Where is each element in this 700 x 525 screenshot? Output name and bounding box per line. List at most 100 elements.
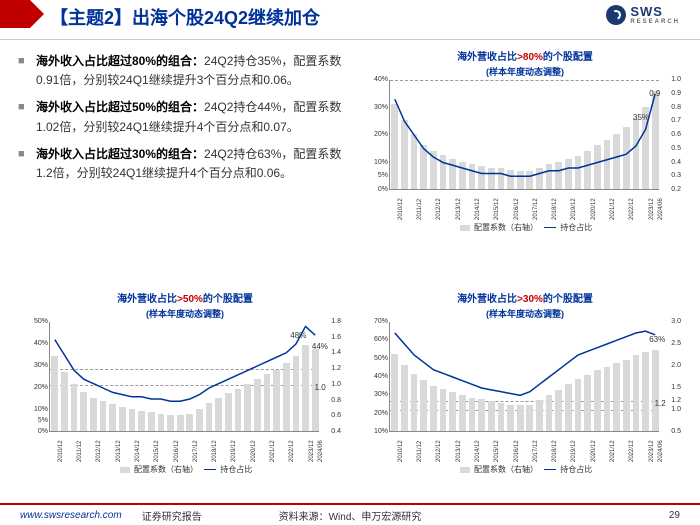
- chart-bar: [411, 374, 418, 431]
- chart-bar: [469, 398, 476, 431]
- chart-bar: [459, 162, 466, 190]
- chart-bar: [594, 145, 601, 189]
- chart-bar: [61, 372, 68, 431]
- chart-bar: [264, 374, 271, 431]
- y-left-tick: 30%: [366, 391, 388, 398]
- chart-bar: [555, 162, 562, 190]
- y-left-tick: 40%: [366, 76, 388, 83]
- y-left-tick: 10%: [26, 406, 48, 413]
- chart-bar: [488, 168, 495, 189]
- y-right-tick: 1.4: [331, 349, 341, 356]
- x-tick: 2013/12: [456, 198, 462, 220]
- y-left-tick: 30%: [26, 362, 48, 369]
- y-right-tick: 3.0: [671, 318, 681, 325]
- chart-bar: [273, 370, 280, 431]
- chart-bar: [536, 400, 543, 431]
- chart-bar: [186, 414, 193, 431]
- chart-annotation: 1.0: [315, 383, 326, 392]
- chart-bar: [401, 120, 408, 189]
- chart-annotation: 0.9: [649, 89, 660, 98]
- chart-bar: [613, 363, 620, 431]
- x-tick: 2012/12: [96, 440, 102, 462]
- chart-bar: [440, 389, 447, 431]
- chart-bar: [584, 151, 591, 190]
- chart-bar: [642, 352, 649, 431]
- x-tick: 2024/06: [658, 198, 664, 220]
- chart-bar: [478, 399, 485, 431]
- chart-50pct: 海外营收占比>50%的个股配置(样本年度动态调整)50%40%30%20%10%…: [25, 290, 345, 475]
- y-right-tick: 1.0: [331, 381, 341, 388]
- y-left-tick: 20%: [26, 384, 48, 391]
- chart-bar: [623, 127, 630, 189]
- x-tick: 2014/12: [135, 440, 141, 462]
- chart-annotation: 1.2: [655, 399, 666, 408]
- y-right-tick: 2.0: [671, 362, 681, 369]
- x-tick: 2015/12: [494, 440, 500, 462]
- x-tick: 2024/06: [658, 440, 664, 462]
- chart-bar: [565, 159, 572, 189]
- chart-subtitle: (样本年度动态调整): [365, 307, 685, 320]
- y-right-tick: 1.6: [331, 334, 341, 341]
- legend-bar-swatch: [120, 467, 130, 473]
- x-tick: 2018/12: [212, 440, 218, 462]
- y-right-tick: 0.8: [331, 397, 341, 404]
- chart-bar: [119, 407, 126, 431]
- x-tick: 2012/12: [436, 440, 442, 462]
- x-tick: 2015/12: [154, 440, 160, 462]
- y-right-tick: 1.2: [331, 365, 341, 372]
- gridline: [390, 80, 659, 81]
- chart-bar: [167, 415, 174, 431]
- legend-line-swatch: [544, 469, 556, 470]
- logo-subtext: RESEARCH: [630, 19, 680, 25]
- chart-bar: [507, 170, 514, 189]
- x-tick: 2012/12: [436, 198, 442, 220]
- chart-bar: [391, 354, 398, 431]
- chart-bar: [613, 134, 620, 189]
- chart-bar: [109, 404, 116, 431]
- chart-bar: [420, 145, 427, 189]
- y-right-tick: 0.5: [671, 428, 681, 435]
- y-right-tick: 0.4: [671, 159, 681, 166]
- chart-bar: [129, 409, 136, 431]
- y-left-tick: 0%: [26, 428, 48, 435]
- x-tick: 2015/12: [494, 198, 500, 220]
- chart-bar: [80, 392, 87, 431]
- chart-annotation: 35%: [633, 113, 649, 122]
- chart-bar: [100, 401, 107, 431]
- chart-bar: [449, 159, 456, 189]
- chart-bar: [254, 379, 261, 431]
- bullet-50pct: 海外收入占比超过50%的组合：24Q2持仓44%，配置系数1.02倍，分别较24…: [18, 98, 348, 136]
- chart-bar: [498, 168, 505, 189]
- y-right-tick: 1.5: [671, 384, 681, 391]
- chart-bar: [51, 356, 58, 431]
- y-left-tick: 10%: [366, 159, 388, 166]
- x-tick: 2014/12: [475, 440, 481, 462]
- chart-subtitle: (样本年度动态调整): [365, 65, 685, 78]
- x-tick: 2018/12: [552, 198, 558, 220]
- y-left-tick: 40%: [366, 373, 388, 380]
- y-left-tick: 60%: [366, 336, 388, 343]
- chart-bar: [575, 379, 582, 431]
- sws-logo: SWS RESEARCH: [606, 4, 680, 25]
- chart-title: 海外营收占比>50%的个股配置: [25, 290, 345, 305]
- bullet-80pct: 海外收入占比超过80%的组合：24Q2持仓35%，配置系数0.91倍，分别较24…: [18, 52, 348, 90]
- chart-bar: [507, 405, 514, 431]
- y-left-tick: 20%: [366, 131, 388, 138]
- chart-bar: [283, 363, 290, 431]
- y-right-tick: 2.5: [671, 340, 681, 347]
- x-tick: 2016/12: [514, 198, 520, 220]
- chart-bar: [138, 411, 145, 431]
- x-tick: 2024/06: [318, 440, 324, 462]
- y-left-tick: 30%: [366, 104, 388, 111]
- chart-bar: [488, 401, 495, 431]
- chart-bar: [459, 395, 466, 431]
- x-tick: 2019/12: [231, 440, 237, 462]
- chart-80pct: 海外营收占比>80%的个股配置(样本年度动态调整)40%30%20%10%5%0…: [365, 48, 685, 233]
- bullet-list: 海外收入占比超过80%的组合：24Q2持仓35%，配置系数0.91倍，分别较24…: [18, 52, 348, 191]
- slide-header: 【主题2】出海个股24Q2继续加仓 SWS RESEARCH: [0, 0, 700, 40]
- y-left-tick: 50%: [366, 355, 388, 362]
- chart-bar: [225, 393, 232, 431]
- chart-bar: [469, 164, 476, 189]
- chart-subtitle: (样本年度动态调整): [25, 307, 345, 320]
- x-tick: 2018/12: [552, 440, 558, 462]
